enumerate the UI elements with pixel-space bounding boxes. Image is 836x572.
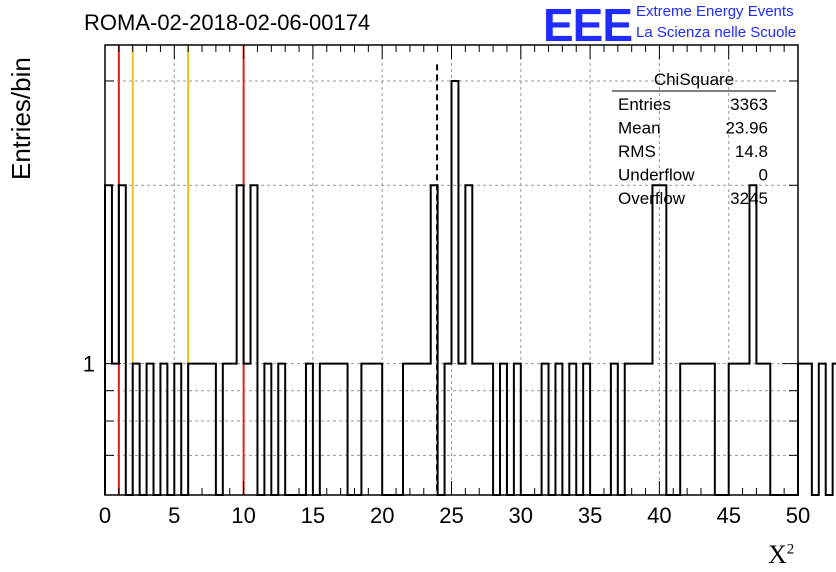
logo-line-1: Extreme Energy Events	[636, 3, 794, 20]
x-axis-label: X2	[768, 540, 794, 570]
x-axis-label-superscript: 2	[786, 541, 795, 558]
stats-value: 23.96	[725, 119, 768, 138]
x-tick-label: 0	[99, 503, 111, 528]
stats-value: 3363	[730, 95, 768, 114]
x-tick-label: 25	[439, 503, 463, 528]
axis-ticks: 0 5 10 15 20 25 30 35 40 45 50 1	[83, 45, 810, 528]
x-tick-label: 30	[509, 503, 533, 528]
chart-title: ROMA-02-2018-02-06-00174	[84, 10, 371, 35]
y-tick-label: 1	[83, 352, 95, 377]
x-tick-label: 40	[647, 503, 671, 528]
stats-box: ChiSquare Entries 3363 Mean 23.96 RMS 14.8 Unde…	[612, 70, 776, 208]
stats-name: ChiSquare	[654, 70, 734, 89]
stats-value: 0	[759, 166, 768, 185]
stats-label: Underflow	[618, 166, 695, 185]
stats-label: Entries	[618, 95, 671, 114]
x-tick-label: 15	[301, 503, 325, 528]
x-axis-label-base: X	[768, 540, 787, 569]
stats-label: Mean	[618, 119, 661, 138]
x-tick-label: 20	[370, 503, 394, 528]
logo-line-2: La Scienza nelle Scuole	[636, 24, 797, 41]
stats-label: Overflow	[618, 189, 686, 208]
x-tick-label: 50	[786, 503, 810, 528]
x-tick-label: 35	[578, 503, 602, 528]
stats-value: 3245	[730, 189, 768, 208]
eee-logo-mark: EEE	[543, 0, 633, 51]
x-tick-label: 10	[231, 503, 255, 528]
x-tick-label: 5	[168, 503, 180, 528]
stats-label: RMS	[618, 142, 656, 161]
x-tick-label: 45	[716, 503, 740, 528]
stats-value: 14.8	[735, 142, 768, 161]
